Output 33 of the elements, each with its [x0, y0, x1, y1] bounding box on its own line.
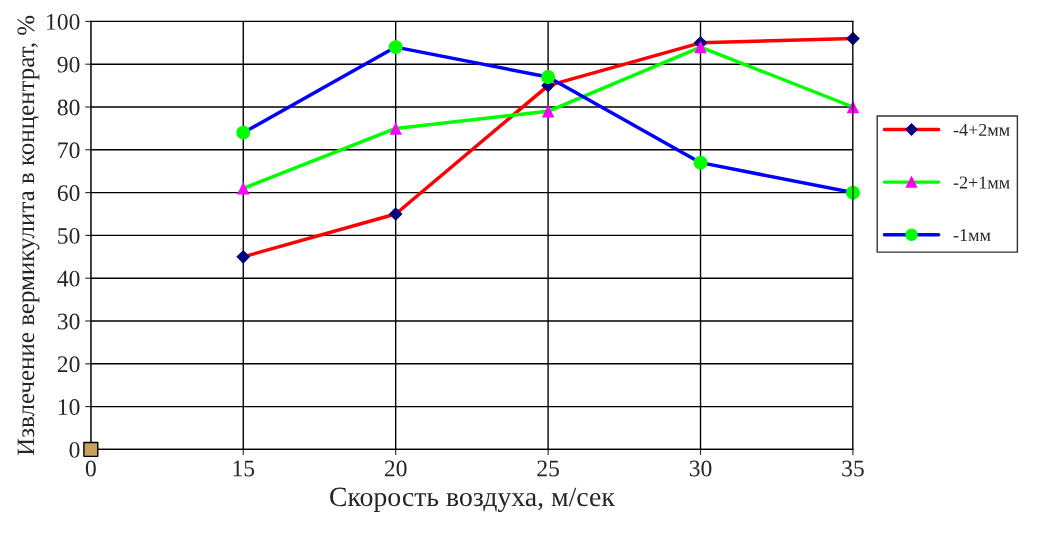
- y-tick-label: 40: [57, 270, 80, 287]
- x-tick-label: 0: [85, 460, 96, 477]
- legend-label: -1мм: [953, 229, 991, 242]
- point: [541, 105, 555, 118]
- point: [389, 122, 402, 135]
- x-tick-label: 25: [537, 460, 559, 477]
- y-tick-label: 80: [57, 99, 80, 116]
- y-tick-label: 50: [58, 227, 80, 244]
- x-tick-label: 30: [689, 460, 712, 477]
- y-tick-label: 30: [57, 313, 80, 330]
- point: [236, 125, 251, 140]
- y-tick-label: 10: [58, 399, 80, 416]
- legend-label: -4+2мм: [953, 123, 1010, 136]
- point: [694, 40, 707, 54]
- point: [388, 207, 403, 221]
- x-tick-label: 15: [233, 460, 255, 477]
- legend-label: -2+1мм: [953, 176, 1010, 189]
- y-tick-label: 70: [58, 142, 80, 159]
- point: [693, 155, 708, 170]
- point: [236, 249, 251, 264]
- y-tick-label: 90: [57, 56, 80, 73]
- x-tick-label: 35: [842, 460, 864, 477]
- y-tick-label: 100: [47, 13, 80, 30]
- point: [237, 182, 250, 195]
- point: [541, 70, 556, 84]
- y-tick-label: 60: [57, 185, 80, 202]
- x-axis-title: Скорость воздуха, м/сек: [330, 487, 615, 512]
- y-tick-label: 20: [57, 356, 80, 373]
- point: [83, 441, 99, 458]
- x-tick-label: 20: [384, 460, 407, 477]
- point: [388, 40, 403, 55]
- y-axis-title: Извлечение вермикулита в концентрат, %: [17, 15, 40, 456]
- y-tick-label: 0: [69, 441, 80, 458]
